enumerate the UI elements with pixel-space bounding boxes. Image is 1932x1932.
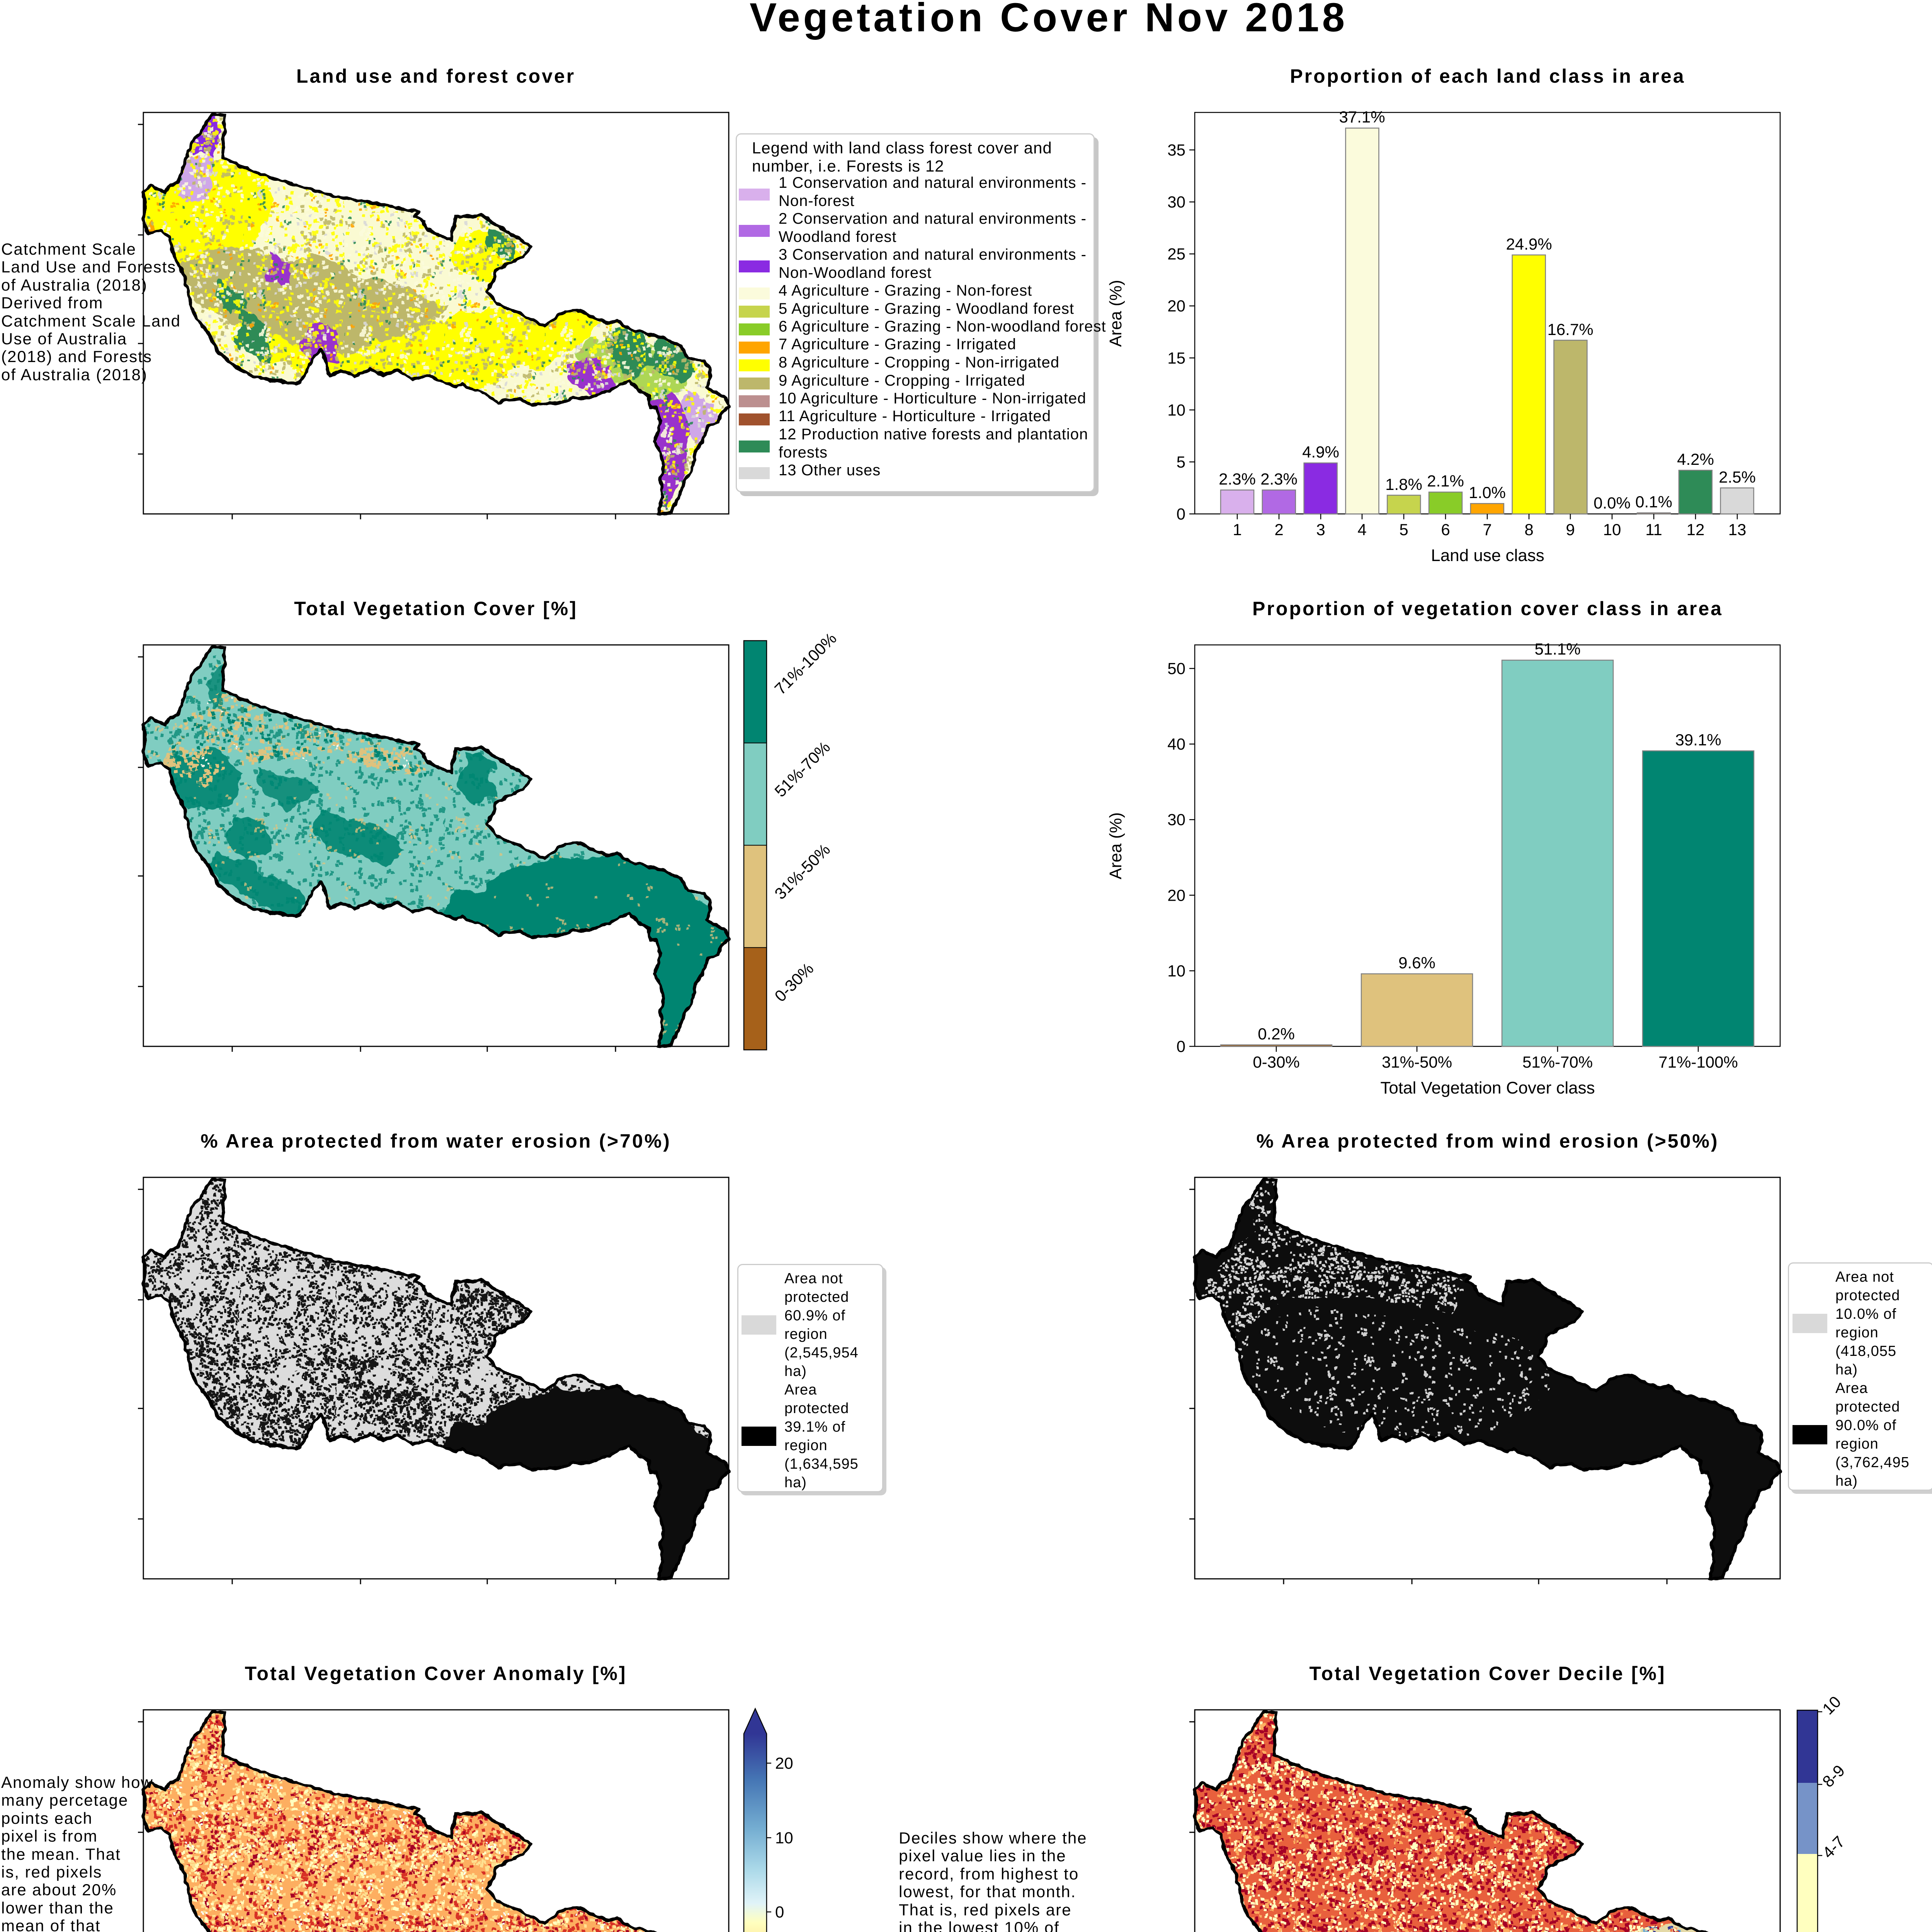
svg-text:0.2%: 0.2% [1258, 1025, 1295, 1043]
svg-text:2.3%: 2.3% [1260, 470, 1298, 488]
svg-text:Total Vegetation Cover class: Total Vegetation Cover class [1380, 1078, 1595, 1097]
svg-text:1.8%: 1.8% [1385, 475, 1422, 493]
svg-text:31%-50%: 31%-50% [1382, 1053, 1452, 1071]
svg-text:Area (%): Area (%) [1106, 812, 1125, 879]
svg-text:5: 5 [1399, 520, 1408, 539]
svg-text:7: 7 [1483, 520, 1492, 539]
svg-text:71%-100%: 71%-100% [1658, 1053, 1738, 1071]
svg-text:0.0%: 0.0% [1594, 494, 1631, 512]
svg-text:5: 5 [1177, 453, 1185, 471]
svg-text:1: 1 [1233, 520, 1242, 539]
svg-text:10: 10 [1167, 401, 1185, 419]
svg-text:0-30%: 0-30% [771, 959, 817, 1005]
svg-text:13: 13 [1728, 520, 1747, 539]
svg-text:3: 3 [1316, 520, 1325, 539]
svg-text:9.6%: 9.6% [1398, 954, 1435, 972]
svg-text:71%-100%: 71%-100% [771, 629, 840, 698]
svg-text:9: 9 [1566, 520, 1575, 539]
svg-text:8: 8 [1524, 520, 1533, 539]
svg-text:Land use class: Land use class [1431, 546, 1544, 565]
svg-text:10: 10 [1603, 520, 1621, 539]
svg-text:6: 6 [1441, 520, 1450, 539]
svg-text:8-9: 8-9 [1819, 1761, 1848, 1791]
svg-text:Area (%): Area (%) [1106, 280, 1125, 347]
svg-text:51%-70%: 51%-70% [1522, 1053, 1593, 1071]
svg-text:4.2%: 4.2% [1677, 450, 1714, 468]
svg-text:4.9%: 4.9% [1302, 443, 1339, 461]
svg-text:11: 11 [1645, 520, 1662, 539]
svg-text:24.9%: 24.9% [1506, 235, 1552, 253]
svg-text:20: 20 [1167, 297, 1185, 315]
svg-text:20: 20 [775, 1754, 793, 1772]
svg-text:39.1%: 39.1% [1675, 731, 1721, 749]
svg-text:0: 0 [1177, 1037, 1185, 1056]
svg-text:4-7: 4-7 [1819, 1832, 1848, 1862]
svg-text:20: 20 [1167, 886, 1185, 904]
svg-text:10: 10 [1167, 962, 1185, 980]
svg-text:10: 10 [775, 1829, 793, 1847]
svg-text:2: 2 [1274, 520, 1283, 539]
svg-text:10: 10 [1819, 1692, 1844, 1718]
svg-text:2.3%: 2.3% [1219, 470, 1256, 488]
svg-text:40: 40 [1167, 735, 1185, 753]
svg-text:0: 0 [1177, 505, 1185, 523]
svg-text:16.7%: 16.7% [1547, 320, 1593, 338]
svg-text:0-30%: 0-30% [1253, 1053, 1299, 1071]
svg-text:25: 25 [1167, 245, 1185, 263]
svg-text:50: 50 [1167, 660, 1185, 678]
svg-text:2.5%: 2.5% [1719, 468, 1756, 486]
svg-text:12: 12 [1687, 520, 1705, 539]
svg-text:0.1%: 0.1% [1635, 493, 1672, 511]
svg-text:15: 15 [1167, 349, 1185, 367]
svg-text:4: 4 [1357, 520, 1366, 539]
svg-text:51.1%: 51.1% [1534, 640, 1580, 658]
svg-text:0: 0 [775, 1903, 784, 1921]
svg-text:1.0%: 1.0% [1469, 483, 1506, 502]
svg-text:35: 35 [1167, 141, 1185, 159]
svg-text:37.1%: 37.1% [1339, 108, 1385, 126]
svg-text:2.1%: 2.1% [1427, 472, 1464, 490]
svg-text:51%-70%: 51%-70% [771, 738, 833, 801]
svg-text:30: 30 [1167, 193, 1185, 211]
svg-text:30: 30 [1167, 811, 1185, 829]
svg-text:31%-50%: 31%-50% [771, 840, 833, 903]
